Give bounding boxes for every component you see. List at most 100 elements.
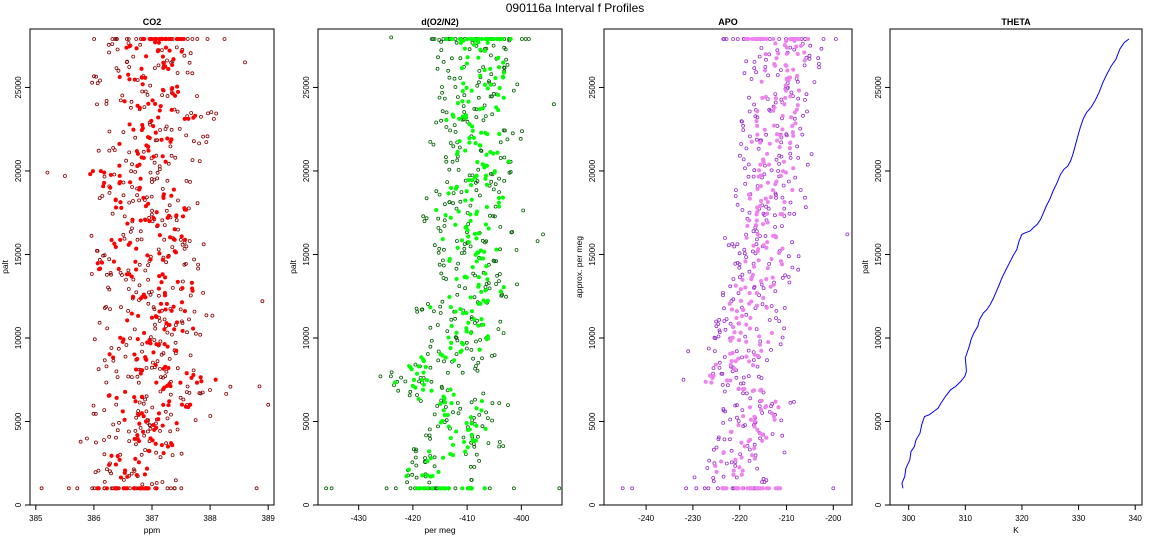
data-point-co2-s1-14-3 <box>120 339 125 344</box>
data-point-do2n2-s1-29-3 <box>483 130 488 135</box>
data-point-co2-s1-33-6 <box>165 136 170 141</box>
data-point-do2n2-s0-21-4 <box>514 248 519 252</box>
data-point-do2n2-s1-37-5 <box>491 36 496 42</box>
data-point-co2-s1-25-6 <box>143 217 148 223</box>
data-point-do2n2-s1-22-1 <box>443 213 448 218</box>
data-point-co2-s0-35-8 <box>201 134 206 139</box>
data-point-co2-s1-38-1 <box>140 82 145 87</box>
data-point-apo-s1-9-3 <box>750 363 756 368</box>
data-point-do2n2-s0-29-4 <box>502 155 507 160</box>
data-point-apo-s0-10-4 <box>717 365 722 370</box>
data-point-co2-s0-8-2 <box>93 411 98 416</box>
data-point-co2-s0-18-1 <box>162 317 167 322</box>
data-point-co2-edge-0-0-13 <box>75 486 80 491</box>
data-point-apo-s0-7-4 <box>788 400 793 405</box>
data-point-co2-s1-22-1 <box>160 257 165 262</box>
data-point-co2-s0-4-8 <box>85 436 89 441</box>
data-point-co2-s1-33-5 <box>169 137 174 142</box>
data-point-apo-s1-18-3 <box>764 245 769 250</box>
data-point-do2n2-s0-21-1 <box>462 246 467 251</box>
data-point-do2n2-s0-10-2 <box>429 379 434 384</box>
data-point-do2n2-s0-3-4 <box>432 455 437 460</box>
data-point-do2n2-s1-24-0 <box>464 189 469 194</box>
data-point-apo-s1-31-2 <box>759 79 764 84</box>
data-point-apo-s1-33-1 <box>795 51 800 57</box>
data-point-do2n2-s0-32-2 <box>465 119 470 124</box>
data-point-apo-s0-29-2 <box>748 134 752 139</box>
data-point-apo-s0-1-2 <box>711 479 716 484</box>
data-point-do2n2-s0-13-8 <box>464 340 469 345</box>
data-point-co2-s0-3-8 <box>179 451 184 456</box>
data-point-co2-s0-35-3 <box>191 139 196 144</box>
data-point-apo-s0-24-2 <box>798 188 803 192</box>
data-point-do2n2-s1-37-1 <box>457 36 462 42</box>
data-point-co2-s1-15-6 <box>191 326 196 331</box>
data-point-co2-s0-21-3 <box>146 277 151 282</box>
data-point-do2n2-s0-30-6 <box>478 148 483 153</box>
data-point-do2n2-s0-31-5 <box>520 129 524 134</box>
data-point-apo-s0-10-7 <box>717 360 722 365</box>
data-point-do2n2-s1-12-2 <box>468 330 473 336</box>
data-point-co2-s0-33-5 <box>157 164 162 169</box>
data-point-apo-s0-32-5 <box>747 95 751 100</box>
data-point-co2-s0-21-8 <box>126 287 131 291</box>
x-tick-label-theta-1: 310 <box>959 514 973 523</box>
y-tick-label-theta-2: 10000 <box>874 326 883 349</box>
data-point-apo-s1-19-4 <box>744 235 749 240</box>
data-point-co2-s0-6-6 <box>138 425 143 430</box>
data-point-co2-s0-26-0 <box>128 229 133 234</box>
data-point-co2-s1-5-5 <box>137 421 142 426</box>
data-point-do2n2-s1-9-5 <box>407 364 412 369</box>
data-point-co2-s0-33-4 <box>190 158 195 163</box>
data-point-do2n2-edge-1-37-5 <box>444 36 449 42</box>
data-point-co2-s0-4-0 <box>78 439 83 444</box>
data-point-apo-s1-25-6 <box>761 158 766 164</box>
data-point-do2n2-s0-26-2 <box>477 193 482 198</box>
data-point-do2n2-s0-22-5 <box>432 243 437 248</box>
data-point-apo-s1-29-3 <box>782 102 787 107</box>
data-point-co2-s0-5-6 <box>168 429 173 434</box>
data-point-do2n2-s1-20-6 <box>440 237 445 242</box>
data-point-co2-s0-2-1 <box>132 468 137 473</box>
data-point-co2-s0-2-7 <box>96 468 101 473</box>
data-point-do2n2-s1-31-0 <box>466 99 471 104</box>
data-point-apo-s0-8-0 <box>723 389 727 394</box>
data-point-apo-s1-29-2 <box>794 107 799 112</box>
data-point-apo-s0-18-2 <box>733 261 738 266</box>
data-point-co2-s1-12-1 <box>107 352 112 357</box>
data-point-co2-s0-2-2 <box>105 467 109 472</box>
panel-co2: CO2 ppm palt 385 386 387 388 389050001000015… <box>0 17 275 535</box>
data-point-apo-s1-12-5 <box>747 326 753 331</box>
data-point-do2n2-s1-22-6 <box>448 215 453 220</box>
data-point-co2-s1-34-0 <box>127 122 132 127</box>
data-point-co2-s1-5-6 <box>143 419 149 424</box>
data-point-co2-s0-12-2 <box>161 375 165 380</box>
data-point-co2-s1-26-6 <box>183 207 189 212</box>
data-point-do2n2-s0-35-2 <box>475 83 480 88</box>
data-point-apo-s1-26-4 <box>787 146 792 151</box>
data-point-co2-s0-25-5 <box>170 245 175 250</box>
data-point-apo-edge-0-0-6 <box>702 486 707 491</box>
data-point-co2-s0-8-4 <box>144 409 149 414</box>
data-point-co2-s1-25-4 <box>138 218 143 223</box>
data-point-apo-s0-27-0 <box>788 155 793 160</box>
y-tick-label-apo-4: 20000 <box>588 159 597 182</box>
data-point-co2-s0-28-4 <box>122 214 127 219</box>
data-point-co2-s1-3-5 <box>159 443 164 448</box>
data-point-do2n2-s0-28-2 <box>447 167 452 172</box>
data-point-apo-s0-4-5 <box>758 436 762 441</box>
data-point-do2n2-s1-2-4 <box>427 449 432 454</box>
data-point-apo-s0-29-0 <box>800 132 805 137</box>
data-point-do2n2-edge-1-0-13 <box>414 486 419 491</box>
data-point-co2-s1-34-3 <box>140 126 145 131</box>
data-point-co2-s1-9-0 <box>178 380 183 385</box>
data-point-co2-s0-29-0 <box>131 199 135 203</box>
data-point-co2-s0-36-5 <box>169 127 174 132</box>
data-point-do2n2-s0-35-0 <box>440 85 444 89</box>
data-point-do2n2-s1-14-0 <box>458 307 463 312</box>
data-point-do2n2-s0-32-1 <box>481 118 486 123</box>
data-point-do2n2-s0-28-8 <box>467 173 472 178</box>
x-tick-label-theta-4: 340 <box>1129 514 1143 523</box>
data-point-do2n2-s1-1-6 <box>430 473 435 479</box>
